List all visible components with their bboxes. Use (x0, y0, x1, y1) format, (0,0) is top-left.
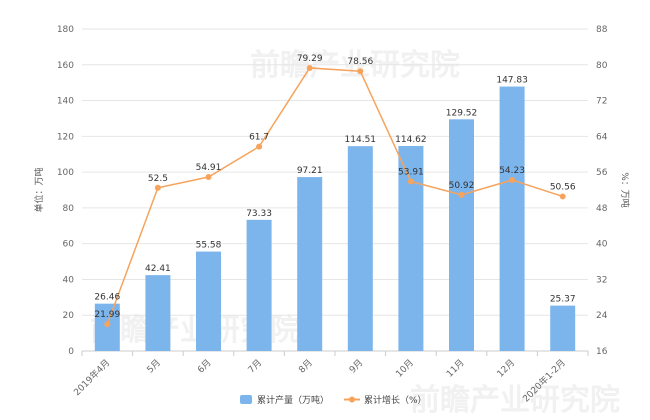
y-left-tick-label: 180 (57, 25, 74, 35)
bar[interactable] (297, 177, 323, 351)
line-point[interactable] (205, 173, 212, 180)
line-data-label: 79.29 (297, 54, 323, 64)
bar-data-label: 114.62 (395, 135, 427, 145)
line-data-label: 78.56 (347, 57, 373, 67)
bar[interactable] (94, 303, 120, 351)
line-data-label: 54.91 (196, 163, 222, 173)
line-point[interactable] (509, 177, 516, 184)
y-left-axis-title: 单位：万吨 (33, 167, 45, 212)
line-point[interactable] (154, 184, 161, 191)
bar-data-label: 25.37 (550, 295, 576, 305)
bar[interactable] (347, 146, 373, 351)
bar-data-label: 55.58 (196, 241, 222, 251)
y-left-tick-label: 60 (63, 240, 75, 250)
y-left-tick-label: 80 (63, 204, 75, 214)
y-left-tick-label: 160 (57, 61, 74, 71)
y-right-tick-label: 16 (596, 347, 608, 357)
line-data-label: 52.5 (148, 174, 168, 184)
x-tick-label: 11月 (444, 357, 466, 379)
y-right-tick-label: 32 (596, 275, 607, 285)
legend-label-bar[interactable]: 累计产量（万吨） (257, 394, 329, 406)
watermark-bottom: 前瞻产业研究院 (410, 383, 620, 418)
x-tick-label: 12月 (495, 357, 517, 379)
y-right-tick-label: 56 (596, 168, 608, 178)
legend-label-line[interactable]: 累计增长（%） (364, 394, 427, 406)
bar-data-label: 26.46 (94, 293, 120, 303)
y-right-tick-label: 24 (596, 311, 608, 321)
bar-data-label: 42.41 (145, 264, 171, 274)
line-point[interactable] (559, 193, 566, 200)
line-point[interactable] (458, 191, 465, 198)
line-point[interactable] (407, 178, 414, 185)
line-point[interactable] (104, 321, 111, 328)
bar[interactable] (145, 275, 171, 351)
line-data-label: 21.99 (94, 310, 120, 320)
bar[interactable] (196, 251, 221, 351)
y-right-tick-label: 64 (596, 132, 608, 142)
y-left-tick-label: 0 (68, 347, 74, 357)
bar-data-label: 129.52 (446, 108, 478, 118)
x-tick-label: 5月 (145, 357, 163, 375)
line-point[interactable] (357, 68, 364, 75)
y-right-tick-label: 80 (596, 61, 608, 71)
y-right-tick-label: 72 (596, 97, 607, 107)
y-left-tick-label: 140 (57, 97, 74, 107)
bar-data-label: 97.21 (297, 166, 323, 176)
line-data-label: 50.56 (550, 182, 576, 192)
line-data-label: 54.23 (499, 166, 525, 176)
bar-data-label: 114.51 (345, 135, 377, 145)
x-tick-label: 6月 (195, 357, 213, 375)
bar[interactable] (550, 305, 576, 351)
label-layer: 26.46 42.41 55.58 73.33 97.21 114.51 114.62 129… (94, 54, 575, 320)
line-point[interactable] (306, 64, 313, 71)
bar[interactable] (246, 219, 272, 351)
x-tick-label: 10月 (394, 357, 416, 379)
watermark-center: 前瞻产业研究院 (250, 48, 460, 83)
line-data-label: 61.7 (249, 133, 269, 143)
x-tick-label: 7月 (246, 357, 264, 375)
legend-swatch-line-marker (349, 396, 355, 403)
y-right-tick-label: 40 (596, 240, 608, 250)
y-left-tick-label: 100 (57, 168, 74, 178)
legend-swatch-bar[interactable] (240, 395, 252, 404)
x-tick-label: 2019年4月 (71, 357, 112, 398)
x-tick-label: 8月 (297, 357, 315, 375)
y-left-tick-label: 20 (63, 311, 75, 321)
y-left-tick-label: 120 (57, 132, 74, 142)
legend: 累计产量（万吨） 累计增长（%） (240, 394, 427, 406)
y-right-tick-label: 48 (596, 204, 608, 214)
bar[interactable] (449, 119, 474, 352)
bar-data-label: 73.33 (246, 209, 272, 219)
line-data-label: 53.91 (398, 167, 424, 177)
bar[interactable] (499, 86, 525, 351)
y-right-tick-label: 88 (596, 25, 608, 35)
line-data-label: 50.92 (449, 181, 475, 191)
y-right-axis-title: %：万吨 (619, 172, 631, 208)
line-layer (104, 64, 566, 328)
y-left-tick-label: 40 (63, 275, 75, 285)
x-tick-label: 9月 (347, 357, 365, 375)
bar-layer (94, 86, 576, 352)
line-point[interactable] (256, 143, 263, 150)
bar-data-label: 147.83 (496, 76, 528, 86)
growth-line (106, 67, 563, 325)
